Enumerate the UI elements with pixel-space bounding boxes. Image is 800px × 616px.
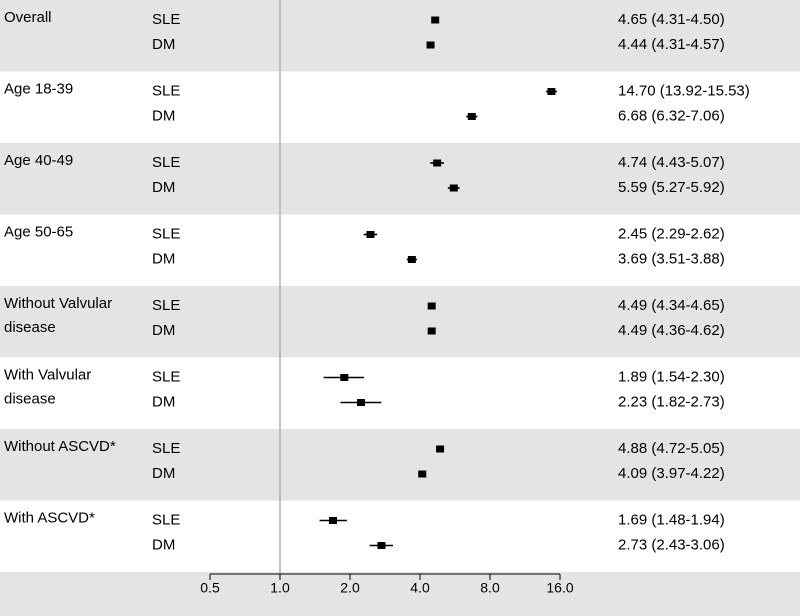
estimate-marker [418, 470, 427, 478]
group-label: Age 40-49 [4, 152, 73, 169]
estimate-text: 1.69 (1.48-1.94) [618, 511, 725, 528]
estimate-marker [366, 231, 375, 238]
estimate-text: 4.49 (4.34-4.65) [618, 297, 725, 314]
estimate-marker [328, 517, 337, 524]
estimate-marker [426, 41, 435, 49]
estimate-text: 2.73 (2.43-3.06) [618, 536, 725, 553]
row-label-dm: DM [152, 107, 175, 124]
estimate-marker [431, 16, 440, 24]
estimate-marker [427, 327, 436, 335]
x-tick-label: 2.0 [340, 580, 360, 596]
group-label: disease [4, 319, 56, 336]
estimate-marker [340, 374, 349, 381]
row-label-sle: SLE [152, 11, 180, 28]
estimate-marker [467, 113, 476, 120]
row-label-dm: DM [152, 322, 175, 339]
group-label: Overall [4, 9, 52, 26]
estimate-text: 14.70 (13.92-15.53) [618, 82, 750, 99]
band-7 [0, 429, 800, 501]
estimate-text: 2.23 (1.82-2.73) [618, 393, 725, 410]
row-label-sle: SLE [152, 440, 180, 457]
x-tick-label: 16.0 [546, 580, 573, 596]
estimate-text: 4.49 (4.36-4.62) [618, 322, 725, 339]
band-6 [0, 357, 800, 429]
x-tick-label: 4.0 [410, 580, 430, 596]
row-label-dm: DM [152, 250, 175, 267]
band-3 [0, 143, 800, 215]
estimate-marker [356, 399, 365, 406]
row-label-sle: SLE [152, 82, 180, 99]
x-tick-label: 0.5 [200, 580, 220, 596]
band-2 [0, 71, 800, 143]
estimate-marker [449, 184, 458, 192]
row-label-dm: DM [152, 36, 175, 53]
estimate-text: 1.89 (1.54-2.30) [618, 368, 725, 385]
x-tick-label: 8.0 [480, 580, 500, 596]
estimate-text: 3.69 (3.51-3.88) [618, 250, 725, 267]
estimate-marker [547, 88, 556, 95]
row-label-sle: SLE [152, 511, 180, 528]
row-label-dm: DM [152, 179, 175, 196]
estimate-marker [407, 256, 416, 263]
estimate-marker [377, 542, 386, 549]
estimate-text: 4.74 (4.43-5.07) [618, 154, 725, 171]
estimate-text: 6.68 (6.32-7.06) [618, 107, 725, 124]
estimate-marker [433, 159, 442, 167]
estimate-text: 2.45 (2.29-2.62) [618, 225, 725, 242]
x-tick-label: 1.0 [270, 580, 290, 596]
row-label-sle: SLE [152, 297, 180, 314]
estimate-marker [427, 302, 436, 310]
group-label: With ASCVD* [4, 509, 95, 526]
estimate-text: 4.09 (3.97-4.22) [618, 465, 725, 482]
estimate-text: 4.44 (4.31-4.57) [618, 36, 725, 53]
band-5 [0, 286, 800, 358]
row-label-sle: SLE [152, 225, 180, 242]
band-1 [0, 0, 800, 72]
group-label: Without ASCVD* [4, 438, 116, 455]
group-label: disease [4, 390, 56, 407]
row-label-sle: SLE [152, 154, 180, 171]
row-label-sle: SLE [152, 368, 180, 385]
axis-band [0, 572, 800, 616]
row-label-dm: DM [152, 536, 175, 553]
estimate-text: 4.88 (4.72-5.05) [618, 440, 725, 457]
group-label: Age 50-65 [4, 223, 73, 240]
band-4 [0, 214, 800, 286]
estimate-marker [436, 445, 445, 453]
group-label: Age 18-39 [4, 80, 73, 97]
estimate-text: 4.65 (4.31-4.50) [618, 11, 725, 28]
group-label: Without Valvular [4, 295, 112, 312]
group-label: With Valvular [4, 366, 91, 383]
row-label-dm: DM [152, 393, 175, 410]
band-8 [0, 500, 800, 572]
row-label-dm: DM [152, 465, 175, 482]
estimate-text: 5.59 (5.27-5.92) [618, 179, 725, 196]
